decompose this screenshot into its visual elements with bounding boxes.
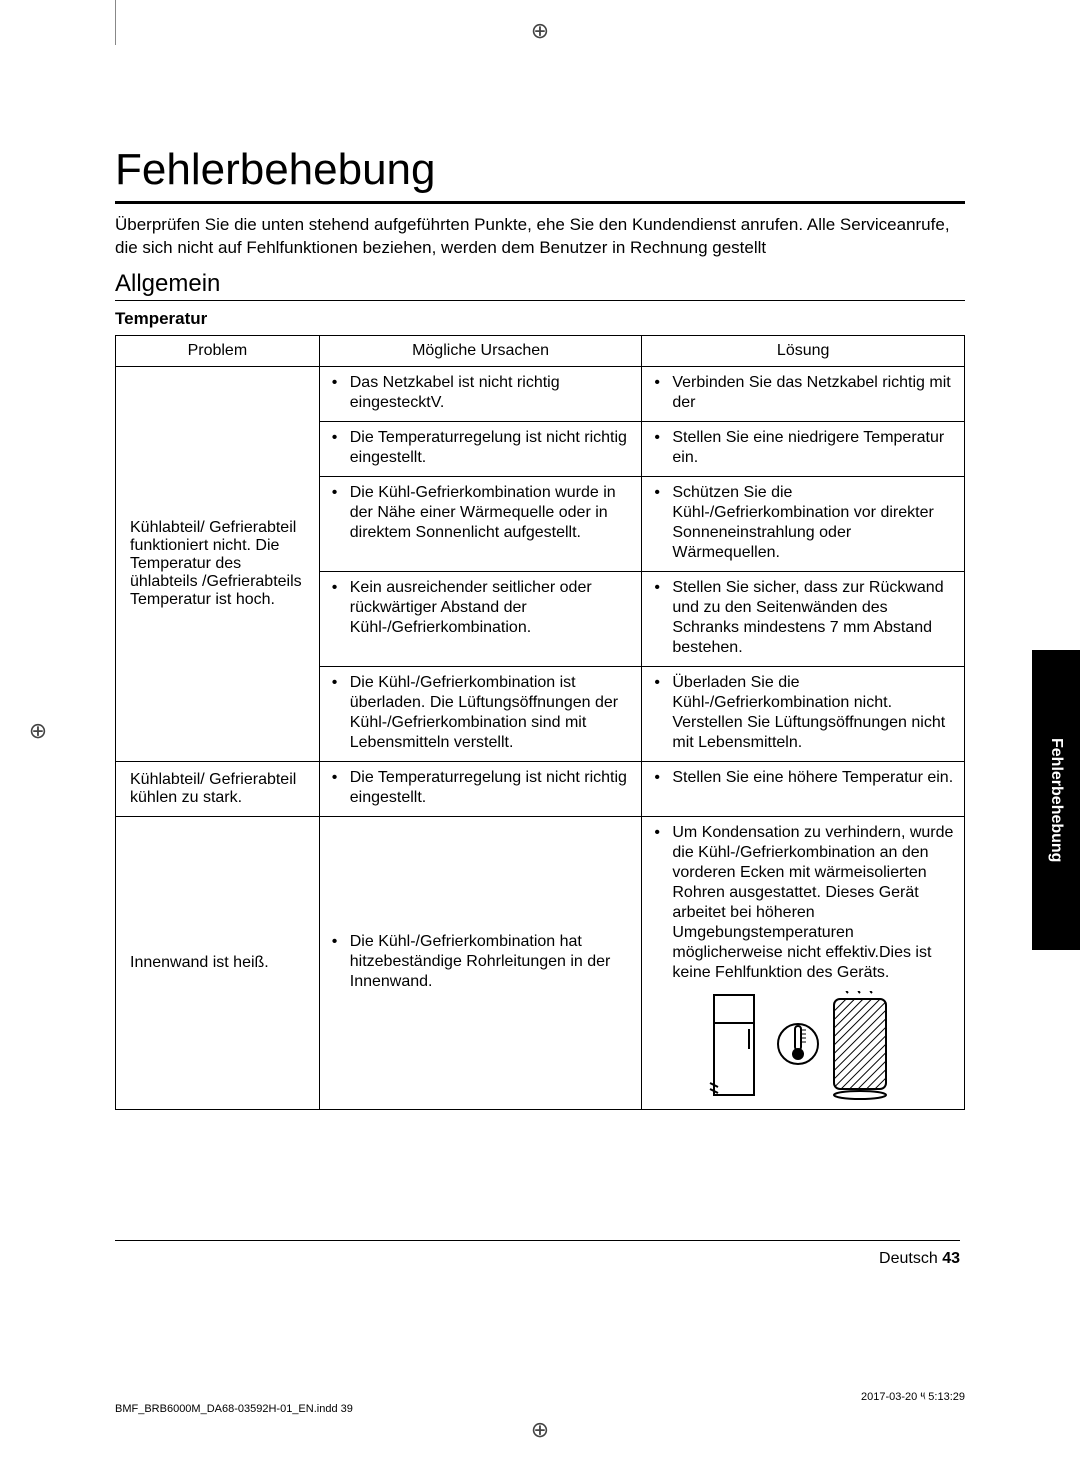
table-row: Innenwand ist heiß. Die Kühl-/Gefrierkom… [116,816,965,1109]
intro-text: Überprüfen Sie die unten stehend aufgefü… [115,214,965,260]
problem-cell: Kühlabteil/ Gefrierabteil kühlen zu star… [116,761,320,816]
footer-page: 43 [942,1250,960,1267]
col-problem: Problem [116,335,320,366]
side-tab-label: Fehlerbehebung [1047,738,1065,862]
solution-text: Stellen Sie sicher, dass zur Rückwand un… [652,578,954,658]
solution-cell: Schützen Sie die Kühl-/Gefrierkombinatio… [642,476,965,571]
content-area: Fehlerbehebung Überprüfen Sie die unten … [115,70,965,1110]
cause-text: Die Kühl-/Gefrierkombination hat hitzebe… [330,932,632,992]
col-solution: Lösung [642,335,965,366]
table-header-row: Problem Mögliche Ursachen Lösung [116,335,965,366]
cause-cell: Kein ausreichender seitlicher oder rückw… [319,571,642,666]
diagram-wrap [652,991,954,1101]
cause-cell: Die Temperaturregelung ist nicht richtig… [319,761,642,816]
col-cause: Mögliche Ursachen [319,335,642,366]
table-row: Kühlabteil/ Gefrierabteil funktioniert n… [116,366,965,421]
solution-cell: Stellen Sie eine höhere Temperatur ein. [642,761,965,816]
solution-cell: Stellen Sie sicher, dass zur Rückwand un… [642,571,965,666]
solution-text: Verbinden Sie das Netzkabel richtig mit … [652,373,954,413]
solution-text: Um Kondensation zu verhindern, wurde die… [652,823,954,983]
fridge-icon [708,991,768,1101]
cause-cell: Die Kühl-/Gefrierkombination hat hitzebe… [319,816,642,1109]
problem-cell: Kühlabteil/ Gefrierabteil funktioniert n… [116,366,320,761]
section-heading: Allgemein [115,270,965,298]
cause-text: Das Netzkabel ist nicht richtig eingeste… [330,373,632,413]
title-rule [115,201,965,204]
subsection-heading: Temperatur [115,309,965,329]
solution-cell: Um Kondensation zu verhindern, wurde die… [642,816,965,1109]
footer-right: Deutsch 43 [879,1250,960,1268]
registration-mark-bottom: ⊕ [531,1417,549,1443]
registration-mark-left: ⊕ [29,718,47,744]
problem-text: Kühlabteil/ Gefrierabteil funktioniert n… [130,519,302,608]
table-row: Kühlabteil/ Gefrierabteil kühlen zu star… [116,761,965,816]
solution-cell: Stellen Sie eine niedrigere Temperatur e… [642,421,965,476]
cause-text: Kein ausreichender seitlicher oder rückw… [330,578,632,638]
cause-cell: Die Temperaturregelung ist nicht richtig… [319,421,642,476]
problem-text: Kühlabteil/ Gefrierabteil kühlen zu star… [130,771,296,806]
cause-text: Die Kühl-/Gefrierkombination ist überlad… [330,673,632,753]
solution-text: Stellen Sie eine höhere Temperatur ein. [652,768,954,788]
solution-text: Schützen Sie die Kühl-/Gefrierkombinatio… [652,483,954,563]
cause-text: Die Temperaturregelung ist nicht richtig… [330,428,632,468]
cause-cell: Die Kühl-/Gefrierkombination ist überlad… [319,666,642,761]
cause-text: Die Kühl-Gefrierkombination wurde in der… [330,483,632,543]
problem-cell: Innenwand ist heiß. [116,816,320,1109]
side-tab: Fehlerbehebung [1032,650,1080,950]
solution-text: Überladen Sie die Kühl-/Gefrierkombinati… [652,673,954,753]
heater-icon [828,991,898,1101]
thermometer-icon [776,1016,820,1076]
solution-cell: Verbinden Sie das Netzkabel richtig mit … [642,366,965,421]
page-title: Fehlerbehebung [115,145,965,195]
cause-cell: Die Kühl-Gefrierkombination wurde in der… [319,476,642,571]
footer-lang: Deutsch [879,1250,938,1267]
cause-cell: Das Netzkabel ist nicht richtig eingeste… [319,366,642,421]
imprint-left: BMF_BRB6000M_DA68-03592H-01_EN.indd 39 [115,1403,353,1415]
section-rule [115,300,965,301]
crop-mark [115,0,116,45]
registration-mark-top: ⊕ [531,18,549,44]
footer-rule [115,1240,960,1241]
troubleshooting-table: Problem Mögliche Ursachen Lösung Kühlabt… [115,335,965,1110]
solution-text: Stellen Sie eine niedrigere Temperatur e… [652,428,954,468]
problem-text: Innenwand ist heiß. [130,954,269,971]
imprint-right: 2017-03-20 ༥ 5:13:29 [861,1384,965,1415]
cause-text: Die Temperaturregelung ist nicht richtig… [330,768,632,808]
solution-cell: Überladen Sie die Kühl-/Gefrierkombinati… [642,666,965,761]
